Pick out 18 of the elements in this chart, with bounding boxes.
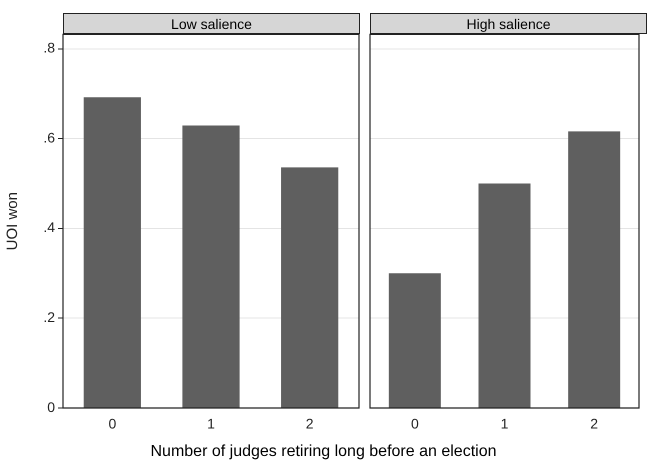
bar (281, 166, 338, 408)
chart-title: High salience (370, 13, 647, 34)
x-tick-label: 2 (590, 414, 598, 431)
y-tick-label: .2 (43, 308, 56, 325)
x-axis-title: Number of judges retiring long before an election (150, 443, 498, 461)
y-tick-label: .8 (43, 39, 56, 56)
y-axis-title: UOI won (4, 192, 22, 250)
x-tick-label: 1 (207, 414, 216, 431)
y-tick-label: .4 (43, 218, 56, 235)
bar (182, 125, 240, 408)
bar (84, 96, 141, 408)
y-tick-label: .6 (43, 129, 56, 146)
x-tick-label: 1 (500, 414, 509, 431)
chart-title: Low salience (63, 13, 360, 34)
x-tick-label: 0 (108, 414, 116, 431)
x-tick-label: 0 (410, 414, 419, 431)
x-tick-label: 2 (306, 414, 314, 431)
y-tick-label: 0 (47, 398, 56, 414)
